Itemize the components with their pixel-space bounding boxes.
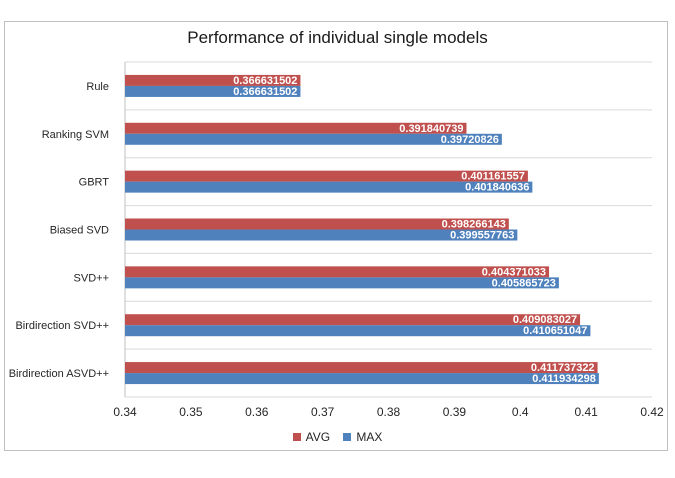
- data-label-max: 0.405865723: [492, 277, 556, 289]
- category-label: SVD++: [74, 272, 109, 284]
- x-tick-label: 0.41: [574, 405, 598, 419]
- data-label-max: 0.401840636: [465, 182, 529, 194]
- category-label: Birdirection SVD++: [15, 320, 109, 332]
- x-tick-label: 0.39: [443, 405, 467, 419]
- bar-max: [125, 373, 599, 385]
- legend-swatch-max: [343, 433, 352, 441]
- category-label: Ranking SVM: [42, 129, 109, 141]
- data-label-avg: 0.401161557: [461, 171, 525, 183]
- bar-max: [125, 85, 301, 97]
- bar-max: [125, 325, 591, 337]
- data-label-max: 0.39720826: [441, 134, 499, 146]
- bar-max: [125, 181, 533, 193]
- bar-max: [125, 229, 518, 241]
- bar-avg: [125, 122, 467, 134]
- legend-item-max: MAX: [343, 430, 382, 444]
- category-label: Rule: [86, 81, 109, 93]
- bar-max: [125, 133, 502, 145]
- legend-item-avg: AVG: [292, 430, 331, 444]
- data-label-avg: 0.404371033: [482, 266, 546, 278]
- legend-label-max: MAX: [356, 430, 383, 444]
- x-tick-label: 0.36: [245, 405, 269, 419]
- bar-avg: [125, 314, 581, 326]
- bar-max: [125, 277, 559, 289]
- x-tick-label: 0.4: [512, 405, 529, 419]
- bar-avg: [125, 218, 509, 230]
- data-label-max: 0.411934298: [532, 373, 596, 385]
- category-label: GBRT: [79, 177, 110, 189]
- x-tick-label: 0.34: [113, 405, 137, 419]
- bar-avg: [125, 362, 598, 374]
- bar-avg: [125, 74, 301, 86]
- data-label-avg: 0.398266143: [442, 219, 506, 231]
- x-tick-label: 0.42: [640, 405, 664, 419]
- data-label-avg: 0.409083027: [513, 314, 577, 326]
- x-tick-label: 0.37: [311, 405, 335, 419]
- data-label-max: 0.410651047: [523, 325, 587, 337]
- bar-avg: [125, 170, 528, 182]
- bar-avg: [125, 266, 550, 278]
- legend-label-avg: AVG: [305, 430, 331, 444]
- legend: AVG MAX: [0, 430, 675, 444]
- data-label-max: 0.399557763: [450, 230, 514, 242]
- legend-swatch-avg: [292, 433, 301, 441]
- category-label: Biased SVD: [50, 225, 109, 237]
- x-tick-label: 0.35: [179, 405, 203, 419]
- chart-title: Performance of individual single models: [187, 28, 488, 47]
- data-label-max: 0.366631502: [233, 86, 297, 98]
- data-label-avg: 0.366631502: [233, 75, 297, 87]
- data-label-avg: 0.411737322: [531, 362, 595, 374]
- category-label: Birdirection ASVD++: [9, 368, 109, 380]
- x-tick-label: 0.38: [377, 405, 401, 419]
- data-label-avg: 0.391840739: [399, 123, 463, 135]
